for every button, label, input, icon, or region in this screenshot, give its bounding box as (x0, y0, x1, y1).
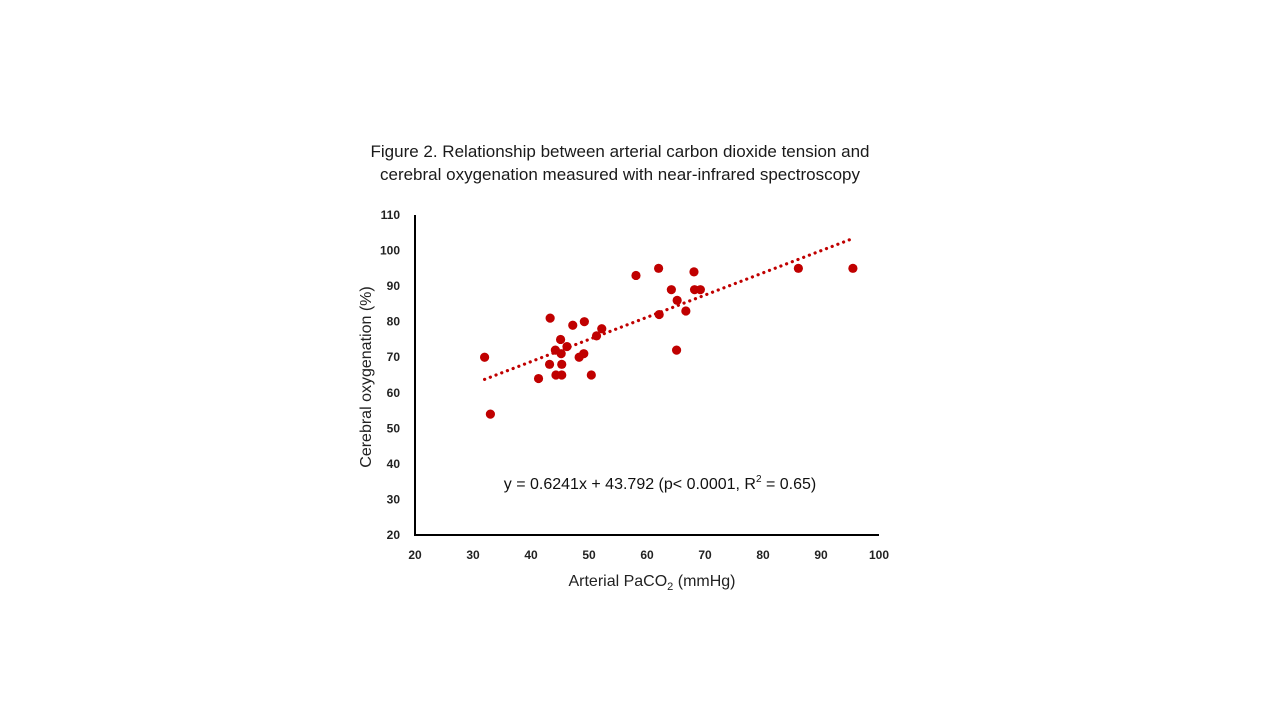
data-point (672, 295, 682, 305)
tick-labels: 20 30 40 50 60 70 80 90 100 20 30 40 50 60 70 80 90 100 11… (380, 208, 889, 562)
y-tick-label: 40 (387, 457, 401, 471)
y-axis-title: Cerebral oxygenation (%) (358, 286, 375, 467)
y-tick-label: 50 (387, 421, 401, 435)
y-tick-label: 100 (380, 244, 400, 258)
data-points (480, 263, 858, 419)
data-point (557, 370, 567, 380)
x-tick-label: 50 (582, 548, 596, 562)
x-axis-title-subscript: 2 (667, 581, 673, 593)
data-point (591, 331, 602, 341)
y-tick-label: 80 (387, 315, 401, 329)
regression-equation-suffix: = 0.65) (762, 476, 817, 493)
x-axis-title-unit: (mmHg) (673, 573, 735, 590)
data-point (597, 324, 607, 334)
data-point (793, 263, 803, 273)
y-tick-label: 70 (387, 350, 401, 364)
data-point (586, 370, 596, 380)
trendline (483, 236, 855, 381)
trendline-group (483, 236, 855, 381)
data-point (545, 313, 555, 323)
y-tick-label: 90 (387, 279, 401, 293)
regression-equation-superscript: 2 (756, 474, 762, 485)
data-point (485, 409, 495, 419)
y-tick-label: 20 (387, 528, 401, 542)
data-point (562, 341, 572, 352)
data-point (631, 270, 641, 281)
data-point (654, 263, 664, 273)
data-point (544, 359, 555, 369)
axes (414, 215, 879, 536)
data-point (579, 349, 589, 359)
data-point (848, 263, 858, 273)
x-tick-label: 90 (814, 548, 828, 562)
data-point (579, 317, 589, 327)
regression-equation-prefix: y = 0.6241x + 43.792 (p< 0.0001, R (504, 476, 756, 493)
y-tick-label: 60 (387, 386, 401, 400)
data-point (671, 345, 682, 355)
x-tick-label: 70 (698, 548, 712, 562)
x-tick-label: 60 (640, 548, 654, 562)
data-point (557, 359, 567, 369)
data-point (556, 349, 566, 359)
x-tick-label: 30 (466, 548, 480, 562)
x-axis-title: Arterial PaCO2 (mmHg) (568, 573, 735, 593)
data-point (533, 373, 544, 384)
regression-equation: y = 0.6241x + 43.792 (p< 0.0001, R2 = 0.… (504, 474, 816, 493)
chart-title-line-2: cerebral oxygenation measured with near-… (379, 165, 861, 184)
y-tick-label: 30 (387, 492, 401, 506)
x-tick-label: 20 (408, 548, 422, 562)
x-axis-title-text: Arterial PaCO (568, 573, 667, 590)
chart-title-line-1: Figure 2. Relationship between arterial … (370, 142, 870, 161)
x-tick-label: 80 (756, 548, 770, 562)
x-tick-label: 100 (869, 548, 889, 562)
data-point (695, 285, 705, 295)
data-point (568, 320, 578, 330)
data-point (689, 267, 699, 277)
data-point (555, 334, 566, 345)
data-point (681, 306, 691, 316)
y-tick-label: 110 (381, 208, 401, 222)
data-point (480, 352, 490, 362)
data-point (666, 285, 676, 295)
data-point (654, 309, 664, 320)
x-tick-label: 40 (524, 548, 538, 562)
